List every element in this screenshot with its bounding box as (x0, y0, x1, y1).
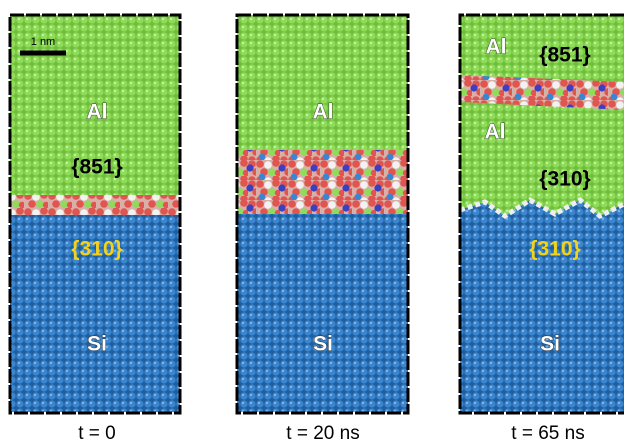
panel: 1 nm Al {851} {310} Si t = 0 (10, 15, 180, 444)
al-region (237, 15, 408, 160)
label: Si (313, 333, 333, 356)
label: Al (87, 101, 108, 124)
si-region (237, 214, 408, 412)
interface (10, 195, 180, 217)
figure: 1 nm Al {851} {310} Si t = 0 Al Si t = 2… (0, 0, 624, 445)
label: {851} (539, 44, 590, 67)
panel: Al {851} Al {310} {310} Si t = 65 ns (460, 15, 624, 444)
caption: t = 65 ns (511, 423, 584, 444)
panel: Al Si t = 20 ns (237, 15, 408, 444)
label: Si (540, 333, 560, 356)
si-region (460, 200, 624, 412)
label: {851} (71, 156, 122, 179)
scale-label: 1 nm (31, 36, 55, 48)
interface (237, 150, 408, 216)
label: Al (313, 101, 334, 124)
label: {310} (71, 238, 122, 261)
label: {310} (529, 238, 580, 261)
caption: t = 0 (78, 423, 116, 444)
label: Si (87, 333, 107, 356)
label: {310} (539, 168, 590, 191)
caption: t = 20 ns (286, 423, 359, 444)
label: Al (485, 121, 506, 144)
label: Al (486, 36, 507, 59)
